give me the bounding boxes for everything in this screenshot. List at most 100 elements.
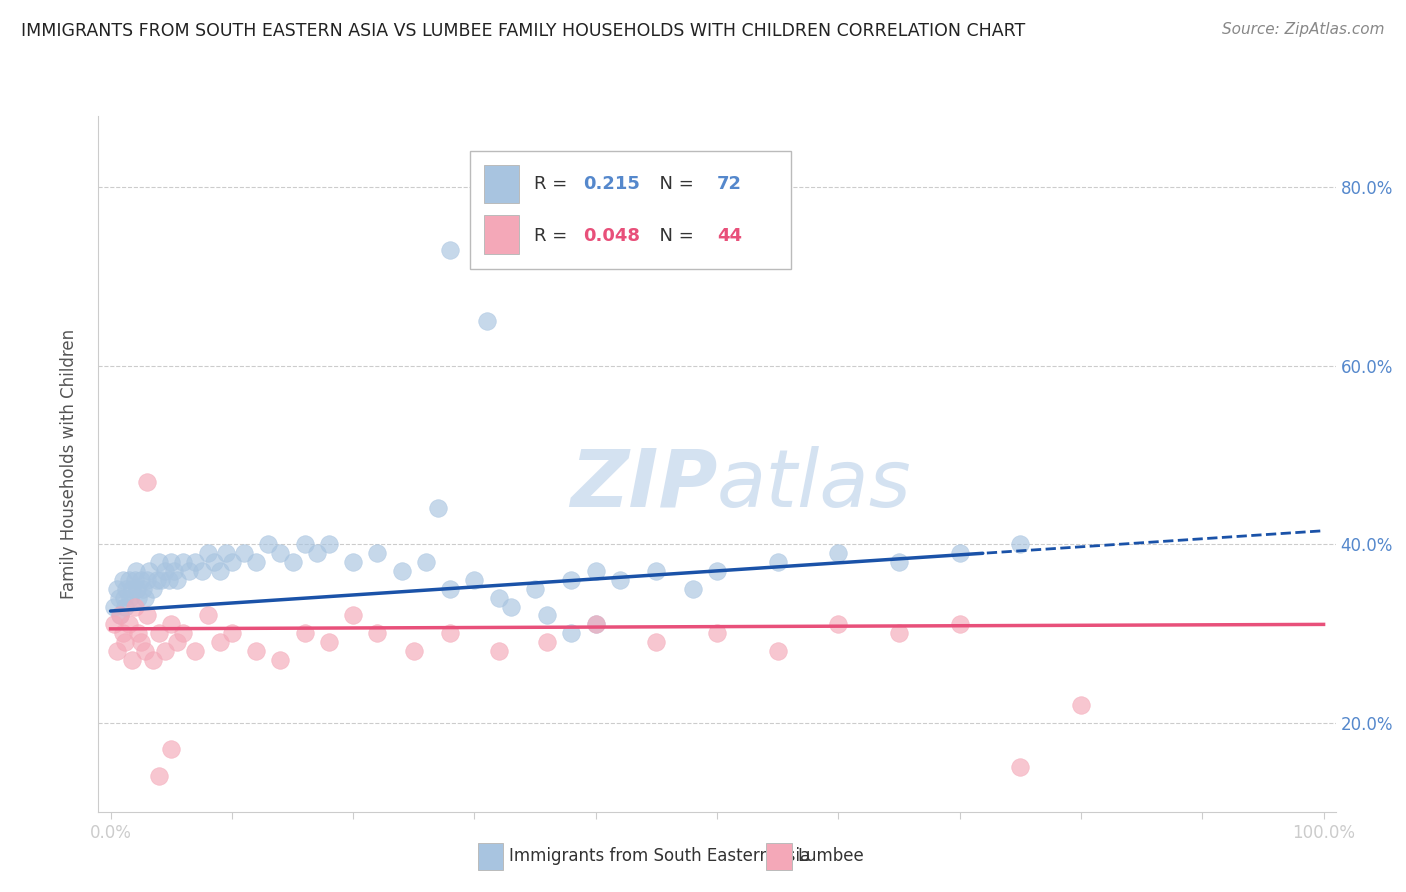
Text: ZIP: ZIP <box>569 446 717 524</box>
Point <box>706 564 728 578</box>
Point <box>108 591 131 605</box>
Point <box>827 617 849 632</box>
Point <box>294 626 316 640</box>
Point <box>114 599 136 614</box>
Point <box>366 626 388 640</box>
Point <box>114 635 136 649</box>
Text: 44: 44 <box>717 227 742 244</box>
Point <box>124 599 146 614</box>
Point <box>118 591 141 605</box>
Point <box>121 653 143 667</box>
Point <box>391 564 413 578</box>
Point <box>136 573 159 587</box>
Point <box>269 653 291 667</box>
Text: 0.048: 0.048 <box>583 227 641 244</box>
Point <box>118 573 141 587</box>
Point <box>136 475 159 489</box>
Point <box>524 582 547 596</box>
Point <box>148 555 170 569</box>
Point <box>257 537 280 551</box>
Point <box>127 626 149 640</box>
Point <box>160 555 183 569</box>
Point <box>766 555 789 569</box>
Point <box>427 501 450 516</box>
Point <box>124 573 146 587</box>
FancyBboxPatch shape <box>470 151 792 269</box>
Point <box>439 243 461 257</box>
Point <box>121 582 143 596</box>
Point <box>366 546 388 560</box>
Point <box>184 644 207 658</box>
Point <box>134 591 156 605</box>
Point <box>245 644 267 658</box>
Point <box>305 546 328 560</box>
Point <box>488 591 510 605</box>
Point <box>111 626 134 640</box>
Point <box>105 644 128 658</box>
Text: 0.215: 0.215 <box>583 175 640 194</box>
Point <box>172 626 194 640</box>
Text: R =: R = <box>534 227 572 244</box>
Point <box>142 653 165 667</box>
Point <box>281 555 304 569</box>
Point <box>129 573 152 587</box>
Point <box>148 769 170 783</box>
Text: atlas: atlas <box>717 446 912 524</box>
Point <box>318 537 340 551</box>
Point <box>609 573 631 587</box>
Point <box>148 626 170 640</box>
Point <box>111 573 134 587</box>
Point <box>1010 760 1032 774</box>
Y-axis label: Family Households with Children: Family Households with Children <box>59 329 77 599</box>
Point <box>208 635 231 649</box>
Point <box>439 626 461 640</box>
Point <box>134 644 156 658</box>
Point <box>1070 698 1092 712</box>
Point <box>118 617 141 632</box>
Point <box>221 626 243 640</box>
Point <box>150 573 173 587</box>
Point <box>112 591 135 605</box>
Point <box>318 635 340 649</box>
Point <box>536 635 558 649</box>
Point <box>197 608 219 623</box>
Point <box>342 555 364 569</box>
Point <box>887 555 910 569</box>
Point <box>439 582 461 596</box>
Point <box>245 555 267 569</box>
Text: N =: N = <box>648 227 699 244</box>
Point <box>202 555 225 569</box>
Point <box>887 626 910 640</box>
Point <box>560 573 582 587</box>
Point <box>153 644 176 658</box>
Text: Immigrants from South Eastern Asia: Immigrants from South Eastern Asia <box>509 847 810 865</box>
Text: R =: R = <box>534 175 572 194</box>
Point <box>499 599 522 614</box>
Point <box>402 644 425 658</box>
Point <box>221 555 243 569</box>
Text: Source: ZipAtlas.com: Source: ZipAtlas.com <box>1222 22 1385 37</box>
Point <box>208 564 231 578</box>
Text: N =: N = <box>648 175 699 194</box>
Point <box>138 564 160 578</box>
Point <box>162 564 184 578</box>
Point <box>127 591 149 605</box>
Text: IMMIGRANTS FROM SOUTH EASTERN ASIA VS LUMBEE FAMILY HOUSEHOLDS WITH CHILDREN COR: IMMIGRANTS FROM SOUTH EASTERN ASIA VS LU… <box>21 22 1025 40</box>
Point <box>949 546 972 560</box>
Point <box>145 573 167 587</box>
Point <box>463 573 485 587</box>
Point <box>157 573 180 587</box>
Point <box>475 314 498 328</box>
Point <box>103 617 125 632</box>
Point <box>179 564 201 578</box>
Point <box>110 608 132 623</box>
Bar <box>485 165 519 203</box>
Point <box>105 582 128 596</box>
Point <box>142 582 165 596</box>
Point <box>827 546 849 560</box>
Point <box>115 582 138 596</box>
Point <box>160 617 183 632</box>
Point <box>132 582 155 596</box>
Point <box>215 546 238 560</box>
Point <box>536 608 558 623</box>
